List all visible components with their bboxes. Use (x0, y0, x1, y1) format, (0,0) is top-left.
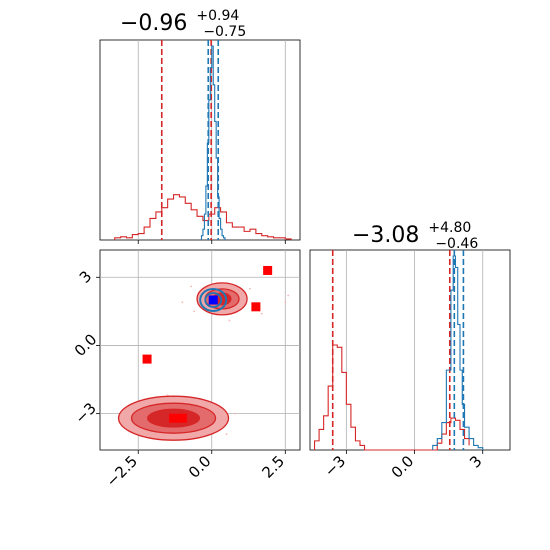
histogram-step (313, 344, 470, 451)
tick-label-x: 0.0 (388, 452, 418, 482)
scatter-point (190, 285, 193, 288)
contour-blue-outer (199, 288, 228, 312)
red-square-marker (263, 265, 273, 275)
tick-label-y: 0.0 (71, 330, 101, 360)
panel-title-param1: −0.96 +0.94 −0.75 (120, 1, 246, 40)
histogram-step (114, 194, 292, 240)
red-square-marker (177, 413, 187, 423)
scatter-point (284, 301, 287, 304)
scatter-point (287, 294, 290, 297)
scatter-point (249, 287, 251, 290)
red-square-marker (169, 413, 179, 423)
blue-square-marker (208, 295, 218, 305)
joint-contour-panel: 3 0.0 −3−2.5 0.0 2.5 (71, 249, 301, 491)
scatter-point (193, 310, 196, 313)
tick-label-x: −2.5 (103, 452, 141, 490)
marginal-histogram-param2: −3 0.0 3 −3.08 +4.80 −0.46 (309, 213, 511, 482)
tick-label-x: 0.0 (185, 452, 215, 482)
tick-label-x: 2.5 (259, 452, 289, 482)
tick-label-y: −3 (71, 399, 99, 427)
scatter-point (225, 433, 228, 435)
scatter-point (260, 312, 263, 315)
tick-label-x: −3 (321, 452, 349, 480)
scatter-point (228, 319, 231, 322)
red-square-marker (142, 354, 152, 364)
histogram-step (200, 45, 226, 240)
tick-label-x: 3 (466, 452, 485, 471)
red-square-marker (251, 302, 261, 312)
panel-title-param2: −3.08 +4.80 −0.46 (352, 213, 478, 252)
scatter-point (181, 301, 184, 304)
marginal-histogram-param1: −0.96 +0.94 −0.75 (99, 1, 301, 244)
scatter-point (234, 412, 237, 415)
histogram-step (432, 255, 484, 450)
contour-blue-inner (204, 292, 223, 308)
tick-label-y: 3 (76, 267, 95, 286)
